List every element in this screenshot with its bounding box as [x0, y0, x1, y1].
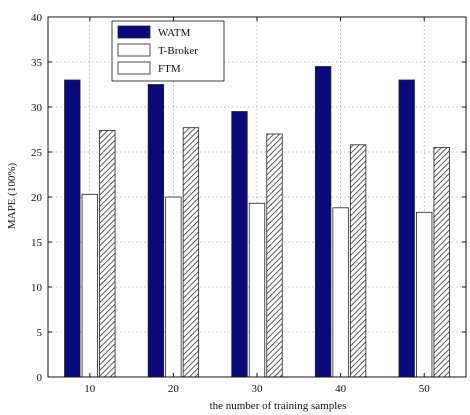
- y-axis-label: MAPE (100%): [6, 163, 18, 230]
- x-tick-label: 50: [419, 383, 431, 395]
- bar-watm-50: [398, 79, 415, 378]
- bar-watm-30: [231, 111, 248, 378]
- bar-watm-40: [314, 66, 332, 378]
- bar-t-broker-20: [165, 196, 182, 378]
- y-tick-label: 30: [31, 102, 43, 114]
- legend-label: FTM: [158, 63, 181, 75]
- bar-t-broker-50: [416, 211, 433, 378]
- x-tick-label: 10: [84, 383, 96, 395]
- legend-label: WATM: [158, 27, 191, 39]
- x-axis-label: the number of training samples: [210, 400, 347, 412]
- y-tick-label: 35: [31, 57, 43, 69]
- y-tick-label: 10: [31, 282, 43, 294]
- bar-ftm-50: [433, 147, 450, 378]
- legend-swatch: [117, 43, 151, 57]
- bar-t-broker-30: [248, 202, 266, 378]
- legend-label: T-Broker: [158, 45, 198, 57]
- bar-t-broker-10: [81, 193, 98, 378]
- x-tick-label: 20: [168, 383, 180, 395]
- x-tick-label: 30: [252, 383, 264, 395]
- bar-ftm-30: [266, 133, 283, 378]
- legend-swatch: [117, 25, 151, 39]
- y-tick-label: 20: [31, 192, 43, 204]
- bar-ftm-40: [349, 144, 367, 378]
- legend-swatch: [117, 61, 151, 75]
- y-tick-label: 15: [31, 237, 43, 249]
- axes: 0 5 10 15 20 25 30 35 40 10 20 30 40 50: [31, 12, 467, 395]
- y-tick-label: 5: [37, 327, 43, 339]
- bar-watm-20: [147, 84, 165, 378]
- legend: WATM T-Broker FTM: [111, 20, 225, 82]
- bar-t-broker-40: [332, 207, 349, 378]
- y-tick-label: 40: [31, 12, 43, 24]
- bar-watm-10: [64, 79, 81, 378]
- y-tick-label: 25: [31, 147, 43, 159]
- x-tick-label: 40: [335, 383, 347, 395]
- y-tick-label: 0: [37, 372, 43, 384]
- bar-ftm-10: [99, 129, 116, 378]
- bar-ftm-20: [182, 127, 200, 378]
